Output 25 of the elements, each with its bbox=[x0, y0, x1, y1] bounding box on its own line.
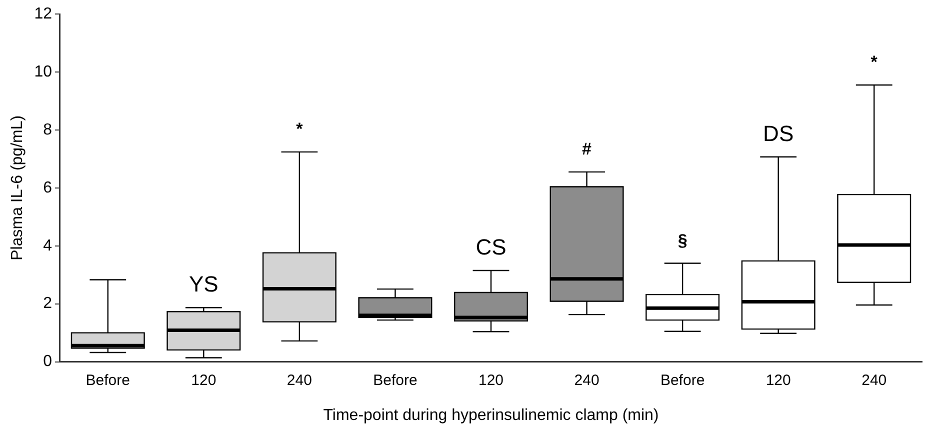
x-tick-label: 120 bbox=[191, 372, 216, 389]
x-axis-title: Time-point during hyperinsulinemic clamp (min) bbox=[323, 406, 659, 424]
text: DS bbox=[763, 120, 794, 146]
y-tick-label: 12 bbox=[34, 5, 52, 22]
y-axis-title: Plasma IL-6 (pg/mL) bbox=[9, 115, 26, 260]
y-tick-label: 2 bbox=[43, 295, 52, 312]
y-tick-label: 6 bbox=[43, 179, 52, 196]
series-label: CS bbox=[476, 234, 506, 260]
annotation: * bbox=[296, 120, 304, 139]
x-tick-label: 240 bbox=[286, 372, 312, 389]
x-tick-label: 240 bbox=[574, 372, 600, 389]
x-tick-label: 120 bbox=[766, 372, 791, 389]
y-tick-label: 4 bbox=[43, 237, 52, 254]
x-tick-label: Before bbox=[373, 372, 418, 389]
x-tick-label: Before bbox=[86, 372, 130, 389]
x-tick-label: 120 bbox=[478, 372, 504, 389]
annotation: § bbox=[678, 230, 688, 250]
x-tick-label: 240 bbox=[862, 372, 887, 389]
annotation: * bbox=[870, 52, 878, 72]
y-tick-label: 10 bbox=[34, 63, 52, 80]
y-tick-label: 0 bbox=[43, 353, 52, 370]
series-label: YS bbox=[188, 272, 218, 297]
annotation: # bbox=[582, 140, 592, 159]
x-tick-label: Before bbox=[660, 372, 705, 389]
y-tick-label: 8 bbox=[43, 121, 52, 138]
